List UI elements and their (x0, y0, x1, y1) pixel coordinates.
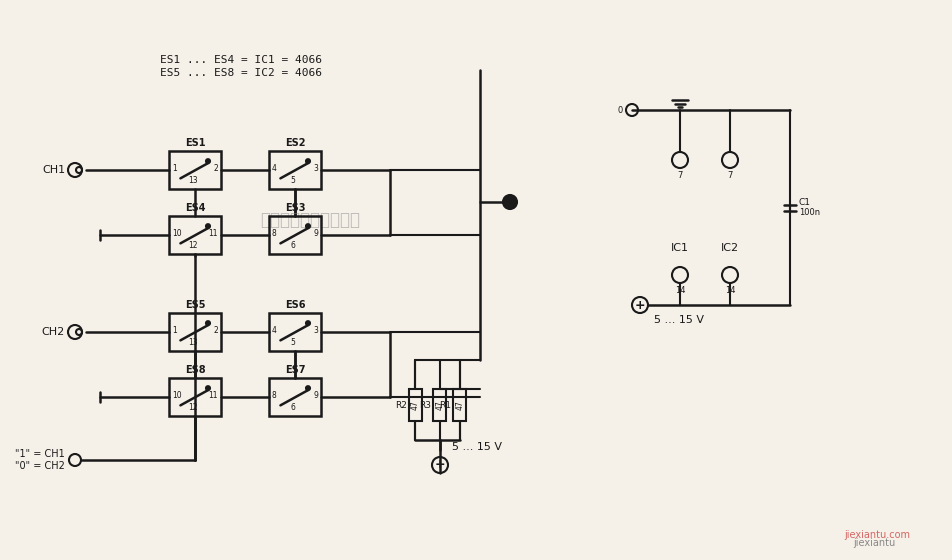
Text: CH2: CH2 (42, 327, 65, 337)
Circle shape (206, 224, 210, 228)
Text: CH1: CH1 (42, 165, 65, 175)
Text: 11: 11 (208, 228, 218, 237)
Circle shape (306, 159, 310, 163)
Text: R2: R2 (395, 400, 407, 409)
Bar (433, 389, 446, 421)
Text: +: + (435, 459, 446, 472)
Text: 14: 14 (675, 286, 685, 295)
Text: R3: R3 (420, 400, 431, 409)
Text: 2: 2 (213, 325, 218, 334)
Bar (453, 389, 466, 421)
Circle shape (206, 386, 210, 390)
Text: 1: 1 (172, 325, 177, 334)
Text: ES8: ES8 (185, 365, 206, 375)
Text: ES4: ES4 (185, 203, 206, 213)
Text: ES6: ES6 (285, 300, 306, 310)
Circle shape (206, 321, 210, 325)
Bar (269, 216, 321, 254)
Text: R1: R1 (440, 400, 451, 409)
Text: jiexiantu: jiexiantu (853, 538, 895, 548)
Text: 8: 8 (272, 390, 277, 399)
Text: ES7: ES7 (285, 365, 306, 375)
Circle shape (306, 224, 310, 228)
Bar (269, 313, 321, 351)
Bar (169, 378, 221, 416)
Text: 4: 4 (272, 164, 277, 172)
Bar (169, 313, 221, 351)
Text: ES1 ... ES4 = IC1 = 4066: ES1 ... ES4 = IC1 = 4066 (160, 55, 322, 65)
Text: 100n: 100n (799, 208, 820, 217)
Circle shape (503, 195, 517, 209)
Bar (269, 151, 321, 189)
Text: 9: 9 (313, 228, 318, 237)
Text: ES5 ... ES8 = IC2 = 4066: ES5 ... ES8 = IC2 = 4066 (160, 68, 322, 78)
Text: 47: 47 (455, 400, 465, 410)
Text: 5: 5 (290, 176, 295, 185)
Text: IC1: IC1 (671, 243, 689, 253)
Text: C1: C1 (799, 198, 811, 207)
Text: 47: 47 (410, 400, 420, 410)
Text: 0: 0 (618, 105, 623, 114)
Text: ES5: ES5 (185, 300, 206, 310)
Circle shape (306, 386, 310, 390)
Text: 6: 6 (290, 241, 295, 250)
Circle shape (306, 321, 310, 325)
Circle shape (506, 198, 514, 206)
Text: 10: 10 (172, 228, 182, 237)
Text: 2: 2 (213, 164, 218, 172)
Text: 5: 5 (290, 338, 295, 347)
Text: 5 ... 15 V: 5 ... 15 V (452, 442, 502, 452)
Text: 3: 3 (313, 325, 318, 334)
Text: 7: 7 (727, 171, 733, 180)
Text: ES3: ES3 (285, 203, 306, 213)
Text: 14: 14 (724, 286, 735, 295)
Text: 13: 13 (188, 176, 198, 185)
Text: +: + (635, 298, 645, 311)
Text: 47: 47 (435, 400, 445, 410)
Text: 5 ... 15 V: 5 ... 15 V (654, 315, 704, 325)
Text: 11: 11 (208, 390, 218, 399)
Text: 杭州格睿科技有限公司: 杭州格睿科技有限公司 (260, 211, 360, 229)
Text: ES1: ES1 (185, 138, 206, 148)
Text: 6: 6 (290, 403, 295, 412)
Text: IC2: IC2 (721, 243, 739, 253)
Bar (408, 389, 422, 421)
Text: 12: 12 (188, 403, 198, 412)
Text: 1: 1 (172, 164, 177, 172)
Text: 4: 4 (272, 325, 277, 334)
Text: "1" = CH1
"0" = CH2: "1" = CH1 "0" = CH2 (15, 449, 65, 471)
Bar (269, 378, 321, 416)
Bar (169, 151, 221, 189)
Text: 7: 7 (677, 171, 683, 180)
Text: ES2: ES2 (285, 138, 306, 148)
Text: 12: 12 (188, 241, 198, 250)
Text: jiexiantu.com: jiexiantu.com (844, 530, 910, 540)
Text: 13: 13 (188, 338, 198, 347)
Circle shape (206, 159, 210, 163)
Text: 3: 3 (313, 164, 318, 172)
Text: 9: 9 (313, 390, 318, 399)
Text: 8: 8 (272, 228, 277, 237)
Text: 10: 10 (172, 390, 182, 399)
Bar (169, 216, 221, 254)
